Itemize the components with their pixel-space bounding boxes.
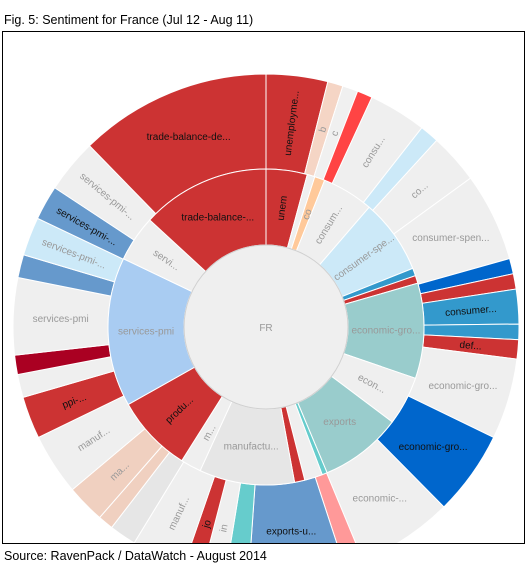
outer-segment-label: exports-u... — [266, 526, 316, 537]
chart-title: Fig. 5: Sentiment for France (Jul 12 - A… — [4, 13, 254, 27]
outer-ring — [12, 73, 520, 543]
outer-segment-label: economic-gro... — [399, 442, 468, 453]
outer-segment-label: def... — [459, 340, 482, 353]
outer-segment-label: economic-... — [353, 494, 407, 505]
inner-segment-label: exports — [323, 417, 356, 428]
source-note: Source: RavenPack / DataWatch - August 2… — [4, 549, 267, 563]
chart-frame: FR unem co consum... consumer-spe... economi… — [2, 31, 525, 544]
outer-segment-label: consumer... — [445, 304, 497, 319]
outer-segment-label: trade-balance-de... — [147, 132, 231, 143]
center-label: FR — [259, 323, 272, 334]
outer-segment-label: jo — [201, 518, 214, 530]
sunburst-chart: FR unem coconsum...consumer-spe...economi… — [12, 73, 520, 543]
inner-segment-label: services-pmi — [118, 326, 174, 337]
outer-segment-label: c — [329, 129, 341, 137]
center-node[interactable] — [183, 244, 349, 410]
inner-segment-label: manufactu... — [224, 442, 279, 453]
outer-segment-label: in — [218, 523, 230, 533]
inner-segment-label: unem — [276, 195, 290, 221]
inner-ring — [107, 168, 425, 486]
outer-segment-label: economic-gro... — [428, 381, 497, 392]
outer-segment-label: consumer-spen... — [412, 233, 489, 244]
inner-segment-label: trade-balance-... — [181, 213, 254, 224]
outer-segment-label: b — [317, 125, 329, 134]
inner-segment-label: co — [301, 207, 315, 221]
inner-segment-label: economic-gro... — [352, 325, 421, 336]
outer-segment-label: services-pmi — [33, 314, 89, 325]
